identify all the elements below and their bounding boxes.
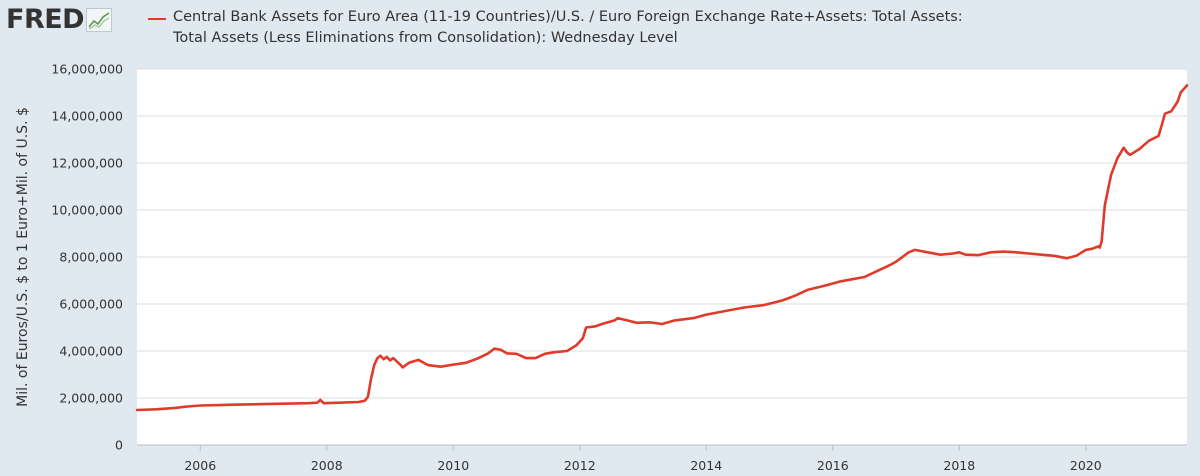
gridlines: [137, 68, 1187, 399]
legend-series-label: Central Bank Assets for Euro Area (11-19…: [173, 9, 963, 46]
x-axis: 2006 2008 2010 2012 2014 2016 2018 2020: [137, 444, 1187, 473]
x-tick-label: 2010: [437, 458, 469, 473]
fred-logo[interactable]: FRED: [6, 2, 113, 36]
y-tick-label: 4,000,000: [59, 344, 123, 359]
y-tick-label: 14,000,000: [51, 109, 123, 124]
x-tick-label: 2008: [311, 458, 343, 473]
y-axis-title: Mil. of Euros/U.S. $ to 1 Euro+Mil. of U…: [15, 107, 31, 407]
chart-header: FRED Central Bank Assets for Euro Area (…: [0, 0, 1200, 60]
y-tick-label: 6,000,000: [59, 297, 123, 312]
x-tick-label: 2012: [564, 458, 596, 473]
y-tick-label: 8,000,000: [59, 250, 123, 265]
legend: Central Bank Assets for Euro Area (11-19…: [148, 7, 1148, 49]
series-line[interactable]: [135, 84, 1189, 412]
trend-line-icon: [86, 8, 113, 32]
y-tick-label: 12,000,000: [51, 156, 123, 171]
legend-swatch: [148, 18, 166, 20]
y-tick-label: 10,000,000: [51, 203, 123, 218]
fred-logo-text: FRED: [6, 3, 85, 35]
x-tick-label: 2014: [690, 458, 722, 473]
series-layer: [135, 84, 1189, 412]
y-tick-label: 16,000,000: [51, 62, 123, 77]
x-tick-label: 2006: [184, 458, 216, 473]
x-tick-label: 2016: [817, 458, 849, 473]
x-tick-label: 2020: [1070, 458, 1102, 473]
y-tick-label: 2,000,000: [59, 391, 123, 406]
x-tick-label: 2018: [943, 458, 975, 473]
y-tick-label: 0: [115, 438, 123, 453]
y-axis: 0 2,000,000 4,000,000 6,000,000 8,000,000 10,…: [51, 62, 123, 453]
